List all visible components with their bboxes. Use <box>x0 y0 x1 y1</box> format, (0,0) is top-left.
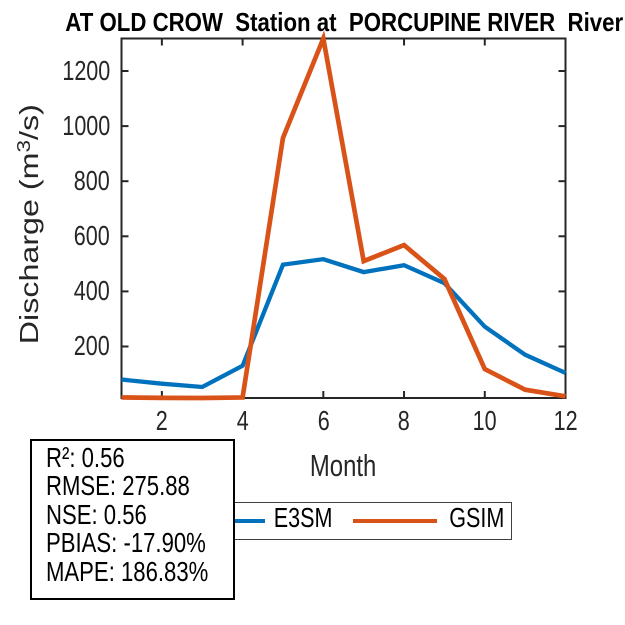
axis-box <box>120 37 567 399</box>
x-tick-label: 4 <box>236 405 249 436</box>
y-tick-label: 600 <box>74 220 110 252</box>
x-tick-label: 10 <box>472 405 497 436</box>
x-tick-label: 12 <box>553 405 578 436</box>
e3sm-line <box>121 256 567 390</box>
y-tick-label: 1000 <box>62 110 110 142</box>
superscript-3: 3 <box>13 139 34 152</box>
x-tick-label: 8 <box>398 405 411 436</box>
stat-pbias: PBIAS: -17.90% <box>46 527 206 559</box>
legend-sample-gsim <box>353 518 437 524</box>
x-tick-label: 6 <box>317 405 330 436</box>
legend-label-e3sm: E3SM <box>273 502 333 533</box>
chart-title: AT OLD CROW Station at PORCUPINE RIVER R… <box>65 7 623 37</box>
legend-label-gsim: GSIM <box>449 502 505 533</box>
stat-rmse: RMSE: 275.88 <box>46 470 190 502</box>
stat-nse: NSE: 0.56 <box>46 498 147 530</box>
y-tick-label: 200 <box>74 330 110 362</box>
gsim-line <box>121 30 566 401</box>
y-tick-label: 800 <box>74 165 110 197</box>
x-axis-label: Month <box>309 448 377 483</box>
stat-r2: R²: 0.56 <box>46 442 125 473</box>
stats-box: R²: 0.56 RMSE: 275.88 NSE: 0.56 PBIAS: -… <box>30 439 235 600</box>
y-tick-label: 400 <box>74 275 110 307</box>
y-tick-label: 1200 <box>62 55 110 86</box>
x-tick-label: 2 <box>155 405 168 436</box>
stat-mape: MAPE: 186.83% <box>46 555 209 587</box>
